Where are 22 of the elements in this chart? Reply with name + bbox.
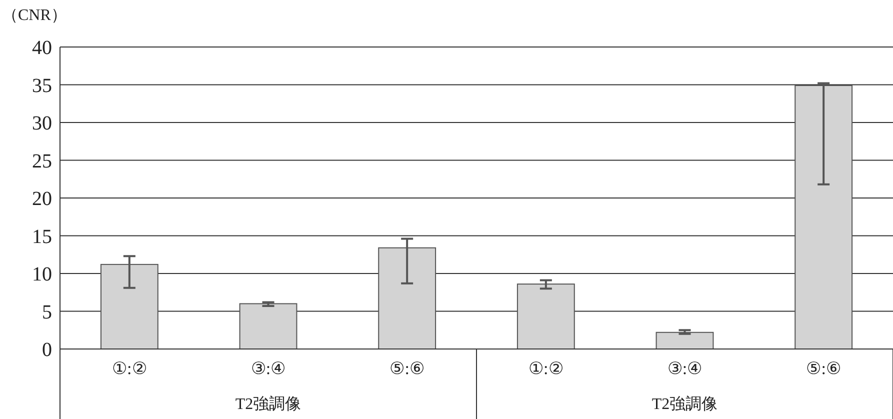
y-axis-title: （CNR） <box>2 7 67 24</box>
x-tick-label: ⑤:⑥ <box>390 359 424 378</box>
bar <box>239 303 298 350</box>
y-tick-label: 30 <box>32 112 52 134</box>
x-tick-label: ①:② <box>112 359 147 378</box>
y-tick-label: 0 <box>42 339 52 361</box>
y-tick-label: 25 <box>32 150 52 172</box>
x-tick-label: ③:④ <box>250 359 286 378</box>
text: T2強調像 <box>652 395 718 413</box>
y-tick-label: 40 <box>32 37 52 59</box>
y-tick-label: 10 <box>32 264 52 286</box>
x-tick-label: ⑤:⑥ <box>806 359 841 378</box>
x-tick-label: ③:④ <box>667 359 702 378</box>
bar <box>656 332 714 350</box>
text: T2強調像 <box>235 395 302 413</box>
bar <box>794 85 853 350</box>
y-tick-label: 15 <box>32 226 52 248</box>
y-tick-label: 5 <box>42 301 52 324</box>
y-tick-label: 20 <box>32 188 52 210</box>
bar <box>516 284 575 350</box>
x-tick-label: ①:② <box>528 359 564 378</box>
y-tick-label: 35 <box>32 74 52 97</box>
